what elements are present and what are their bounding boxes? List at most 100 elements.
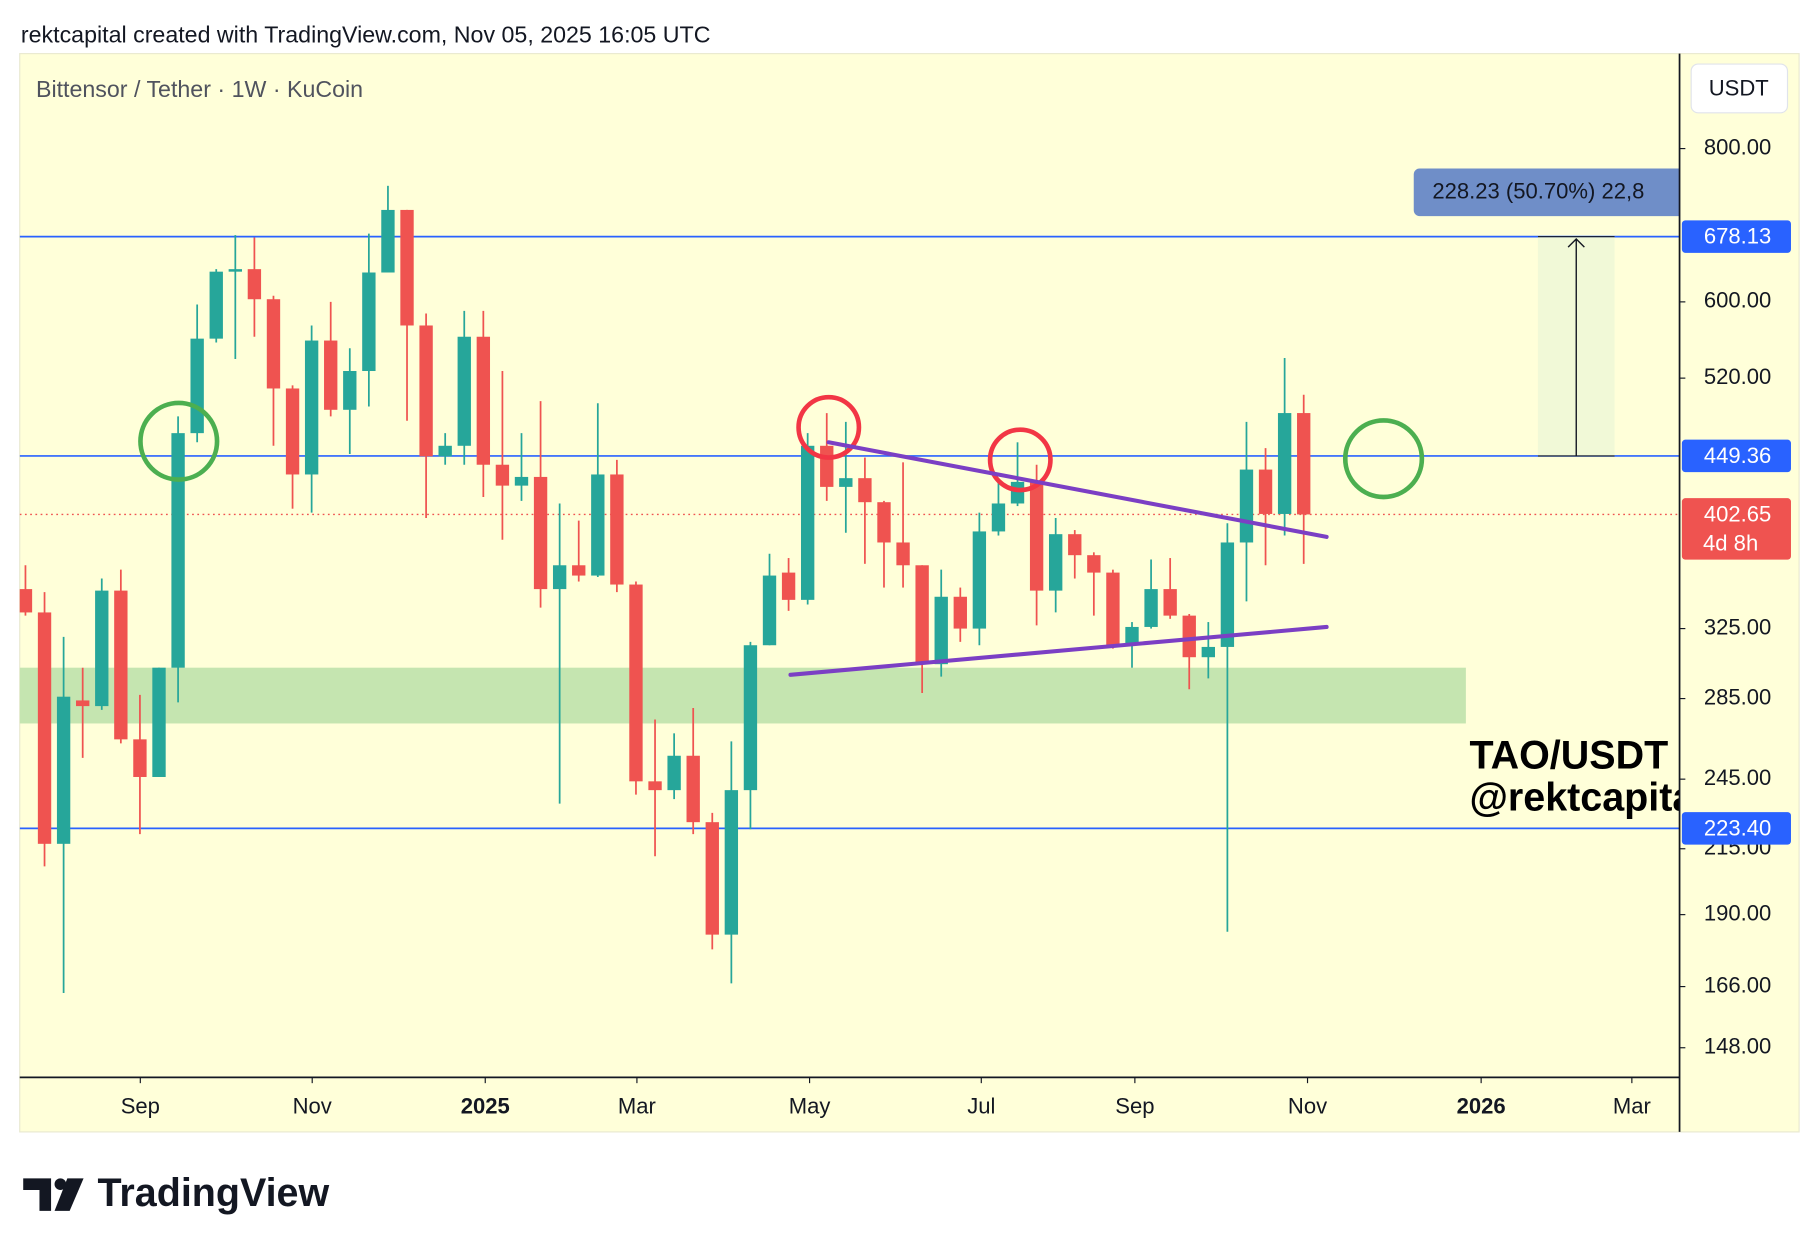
candle-body <box>419 325 433 457</box>
candle-body <box>762 575 777 646</box>
candle-body <box>934 596 948 665</box>
y-tick-label: 166.00 <box>1704 972 1771 997</box>
level-badge <box>1681 220 1791 253</box>
measure-label: 228.23 (50.70%) 22,8 <box>1432 179 1644 204</box>
last-price-badge <box>1681 498 1791 560</box>
currency-label: USDT <box>1709 75 1769 100</box>
trendline <box>788 624 1329 677</box>
chart-title: Bittensor / Tether · 1W · KuCoin <box>36 76 363 102</box>
candle-body <box>133 739 147 777</box>
y-tick-label: 600.00 <box>1704 288 1771 313</box>
candle-body <box>247 269 262 300</box>
candle-body <box>1087 555 1101 573</box>
y-tick-label: 285.00 <box>1704 684 1771 709</box>
measure-arrowhead <box>1567 237 1585 248</box>
candle-body <box>1297 413 1311 515</box>
candle-body <box>1277 413 1292 514</box>
green-circle <box>138 400 220 482</box>
y-tick-label: 245.00 <box>1704 765 1771 790</box>
level-badge-label: 678.13 <box>1704 224 1771 249</box>
candle-body <box>572 565 586 576</box>
candle-body <box>743 645 758 791</box>
y-tick-label: 520.00 <box>1704 364 1771 389</box>
candle-body <box>324 340 338 410</box>
candle-body <box>56 696 71 844</box>
candle-body <box>800 445 815 600</box>
candle-body <box>953 596 967 629</box>
candle-body <box>1144 589 1158 627</box>
overlay-layer: TAO/USDT @rektcapita <box>138 394 1695 819</box>
x-tick-label: Nov <box>293 1093 332 1118</box>
candle-body <box>1201 646 1215 658</box>
candle-body <box>1239 469 1254 543</box>
red-circle <box>796 394 862 460</box>
y-tick-label: 148.00 <box>1704 1034 1771 1059</box>
candle-body <box>1163 589 1177 616</box>
y-tick-label: 190.00 <box>1704 900 1771 925</box>
x-tick-label: May <box>789 1093 831 1118</box>
currency-button[interactable] <box>1690 63 1789 114</box>
level-badge-label: 449.36 <box>1704 443 1771 468</box>
candle-body <box>343 371 357 410</box>
logo-part <box>23 1178 52 1211</box>
candle-body <box>152 667 166 777</box>
candle-body <box>667 755 681 791</box>
logo-part <box>54 1178 67 1190</box>
candle-body <box>705 822 719 935</box>
candle-body <box>877 502 891 543</box>
x-tick-label: 2025 <box>461 1093 510 1118</box>
x-tick-label: Sep <box>121 1093 160 1118</box>
candle-body <box>476 336 491 465</box>
x-tick-label: Jul <box>967 1093 995 1118</box>
x-tick-label: 2026 <box>1457 1093 1506 1118</box>
level-badge-label: 223.40 <box>1704 815 1771 840</box>
candle-body <box>1125 626 1139 646</box>
red-circle <box>987 427 1053 493</box>
candle-body <box>552 565 567 590</box>
candle-body <box>457 336 471 446</box>
x-tick-label: Nov <box>1288 1093 1327 1118</box>
candle-body <box>400 209 414 326</box>
y-tick-label: 325.00 <box>1704 614 1771 639</box>
candle-body <box>438 445 452 457</box>
x-tick-label: Mar <box>1613 1093 1651 1118</box>
candle-body <box>37 612 52 844</box>
candle-body <box>266 299 281 389</box>
logo-part <box>54 1178 84 1211</box>
candle-body <box>610 474 624 585</box>
candle-body <box>724 790 739 935</box>
watermark: @rektcapita <box>1469 775 1695 819</box>
trendline <box>826 440 1329 539</box>
zone-layer <box>19 667 1466 724</box>
candle-body <box>820 445 834 487</box>
candle-body <box>304 340 319 475</box>
candle-body <box>495 464 510 486</box>
last-price-label: 402.65 <box>1704 501 1771 526</box>
x-tick-label: Mar <box>618 1093 656 1118</box>
header: rektcapital created with TradingView.com… <box>21 21 711 47</box>
level-badge <box>1681 439 1791 473</box>
candle-body <box>95 590 109 707</box>
footer-brand: TradingView <box>98 1171 330 1215</box>
candle-layer <box>19 185 1311 994</box>
candle-body <box>209 271 223 339</box>
chart-background <box>19 53 1800 1133</box>
candle-body <box>1258 469 1273 514</box>
candle-body <box>991 503 1006 532</box>
candle-body <box>1182 615 1196 658</box>
candle-body <box>1049 534 1063 591</box>
footer-logo <box>23 1178 84 1211</box>
candle-body <box>514 476 529 486</box>
candle-body <box>972 531 987 629</box>
y-tick-label: 800.00 <box>1704 134 1771 159</box>
measure-layer: 228.23 (50.70%) 22,8 <box>1413 168 1680 457</box>
level-badge <box>1681 812 1791 845</box>
candle-body <box>228 269 242 272</box>
support-zone <box>19 667 1466 724</box>
candle-body <box>1029 481 1044 591</box>
candle-body <box>1106 572 1120 646</box>
countdown-label: 4d 8h <box>1703 530 1758 555</box>
candle-body <box>629 584 643 782</box>
